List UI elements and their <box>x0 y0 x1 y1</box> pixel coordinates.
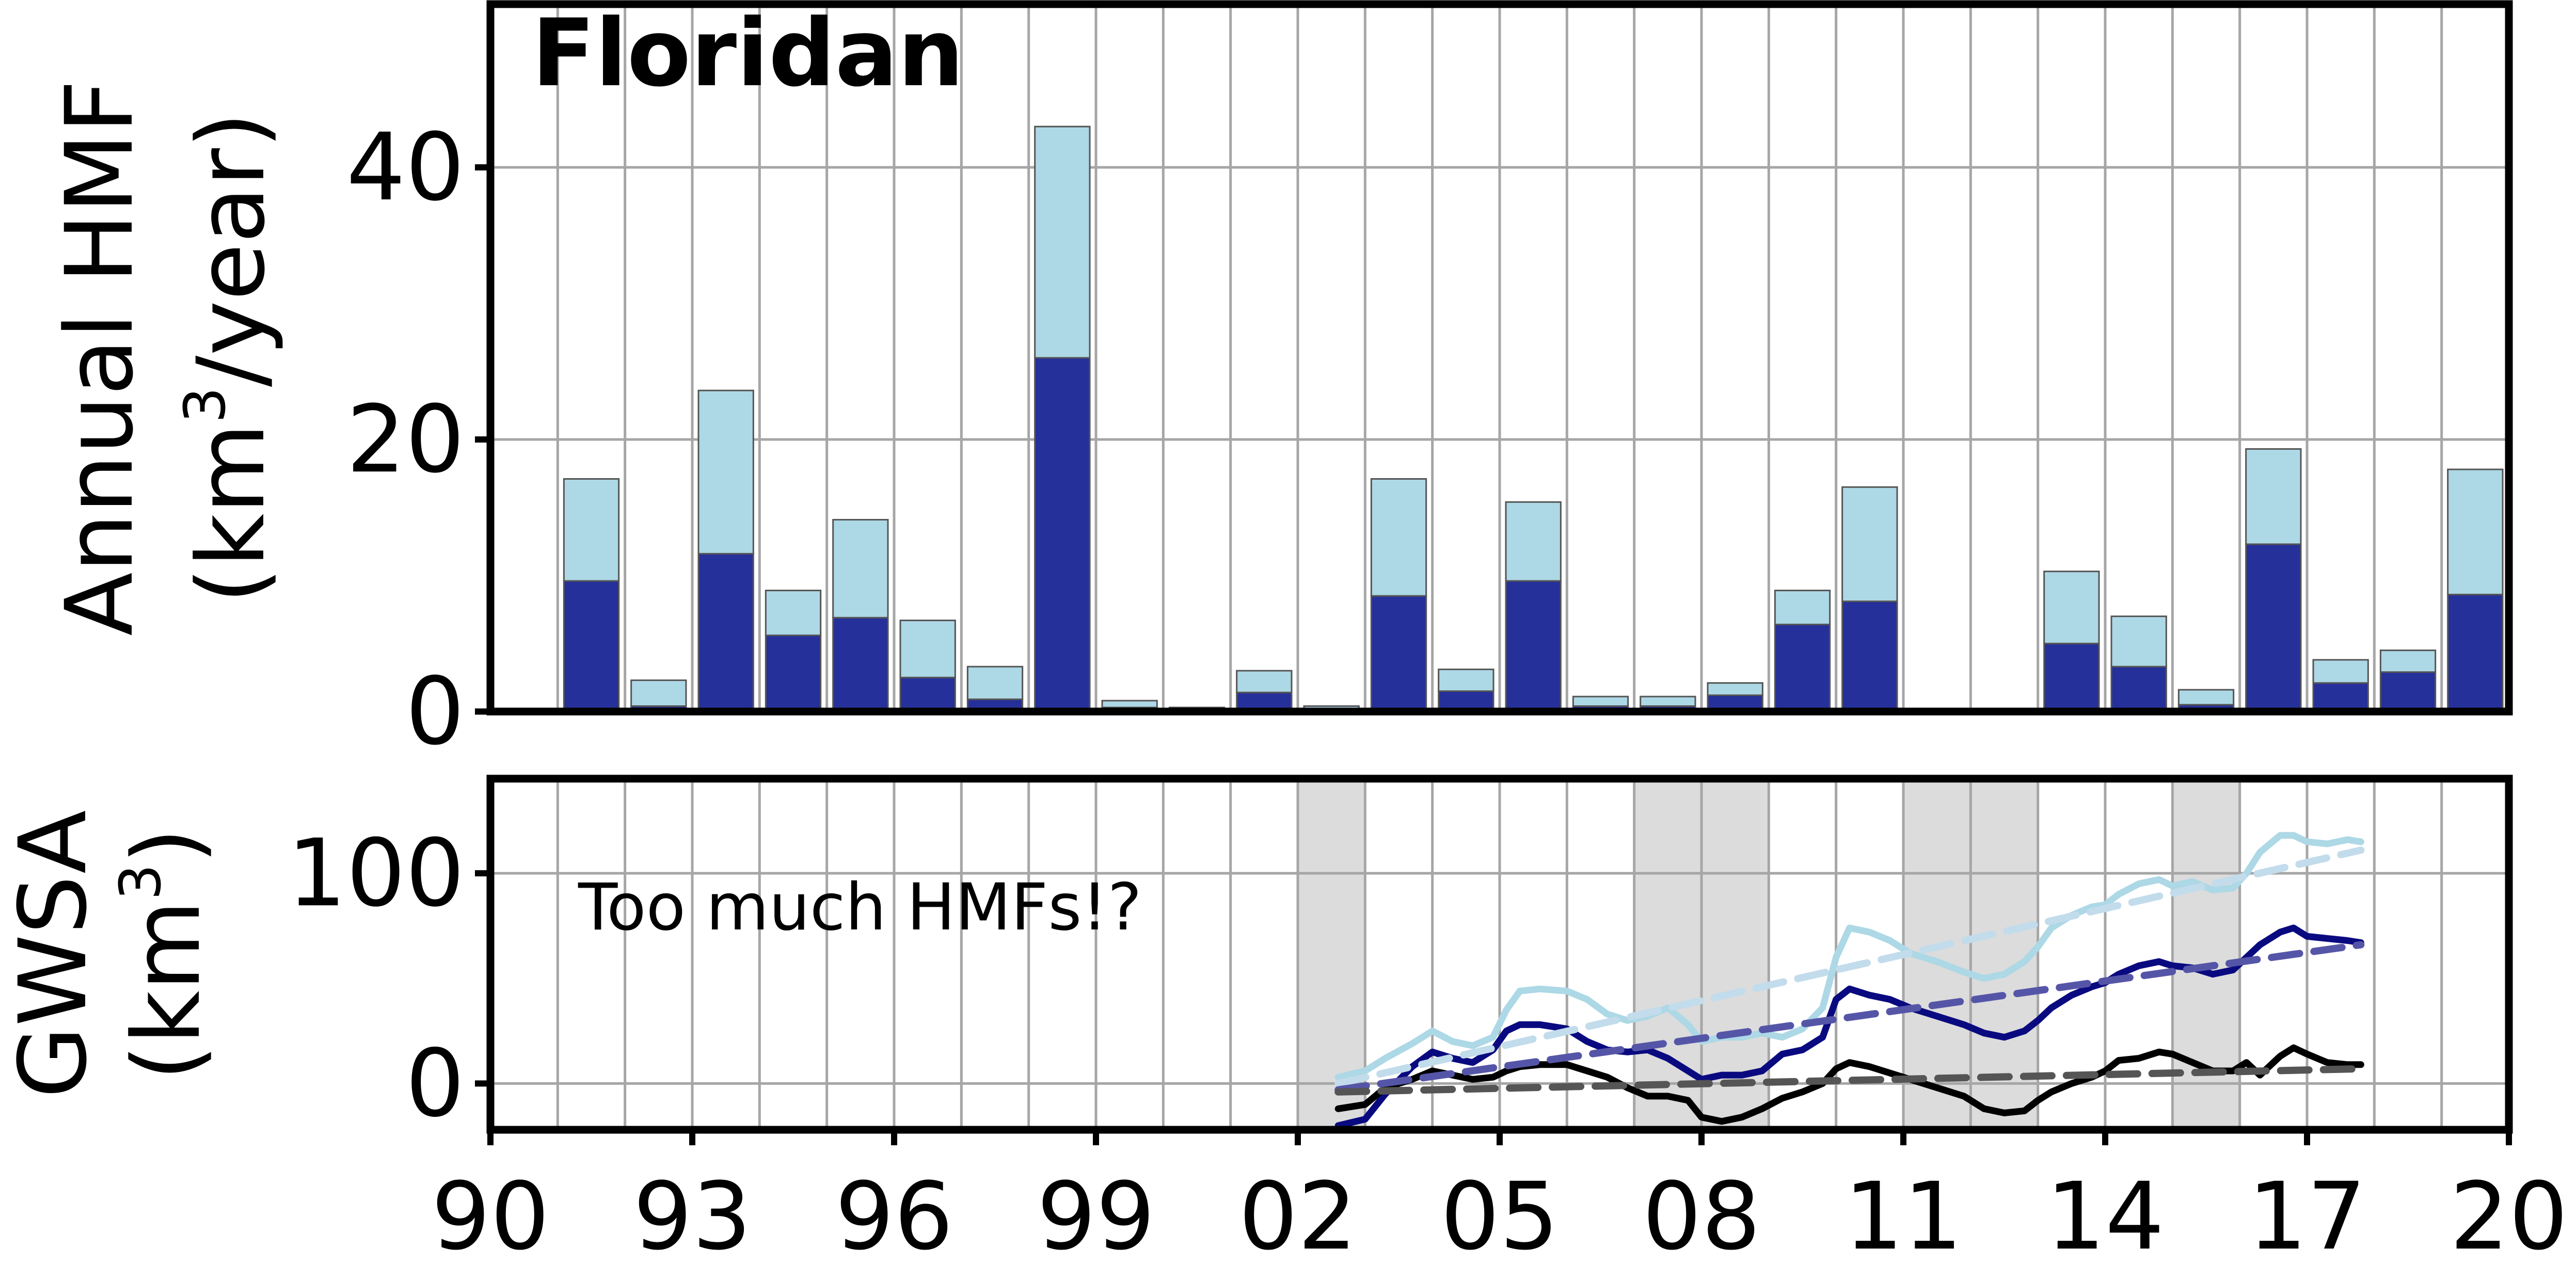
gwsa-y-tick-label: 0 <box>405 1030 465 1138</box>
hmf-bar-lower <box>1774 623 1831 713</box>
hmf-bar-upper <box>966 666 1024 700</box>
gwsa-x-tick-label: 17 <box>2248 1163 2366 1263</box>
hmf-bar-lower <box>899 676 956 713</box>
hmf-bar-upper <box>1707 682 1763 696</box>
hmf-bar-upper <box>2312 659 2369 684</box>
gwsa-series-line-1 <box>1334 924 2364 1129</box>
hmf-bar-upper <box>2177 689 2235 706</box>
gwsa-series-line-0 <box>1334 832 2364 1081</box>
hmf-bar-upper <box>2043 571 2100 644</box>
gwsa-x-tick-label: 93 <box>633 1163 751 1263</box>
gwsa-lines <box>1334 832 2365 1129</box>
hmf-bar-upper <box>765 590 822 636</box>
hmf-bar-lower <box>2245 543 2302 713</box>
hmf-y-axis-label-line2: (km3/year) <box>172 112 285 604</box>
hmf-bar-lower <box>765 634 822 713</box>
gwsa-y-axis-unit-exponent: 3 <box>107 864 173 900</box>
hmf-bar-lower <box>563 580 620 713</box>
gwsa-panel: 0 100 90 93 96 99 02 05 08 11 14 17 20 Too much HMF… <box>0 775 2568 1263</box>
gwsa-annotation: Too much HMFs!? <box>578 870 1142 945</box>
hmf-bar-upper <box>1370 478 1427 597</box>
hmf-y-tick-label: 20 <box>346 386 465 494</box>
gwsa-y-axis-label-line2: (km3) <box>107 828 221 1081</box>
hmf-bar-lower <box>2110 666 2167 713</box>
gwsa-trend-line-3 <box>1334 846 2365 1087</box>
gwsa-trend-line-5 <box>1334 1065 2365 1096</box>
hmf-bar-upper <box>1236 670 1293 693</box>
hmf-panel: 0 20 40 Floridan Annual HMF (km3/year) <box>46 0 2513 766</box>
hmf-y-tick-label: 0 <box>405 658 465 766</box>
hmf-plot-frame <box>486 0 2513 716</box>
hmf-bar-upper <box>899 619 956 678</box>
gwsa-y-ticks: 0 100 <box>287 819 490 1138</box>
hmf-bar-upper <box>1841 486 1898 603</box>
hmf-bar-upper <box>1774 590 1831 625</box>
hmf-bar-lower <box>1505 580 1562 713</box>
hmf-bar-upper <box>697 389 754 555</box>
gwsa-x-ticks: 90 93 96 99 02 05 08 11 14 17 20 <box>431 1130 2568 1263</box>
hmf-grid <box>490 4 2509 712</box>
hmf-bar-lower <box>2043 642 2100 713</box>
gwsa-shaded-period <box>2172 779 2240 1130</box>
gwsa-x-tick-label: 14 <box>2046 1163 2164 1263</box>
gwsa-trend-line-4 <box>1334 941 2365 1094</box>
gwsa-x-tick-label: 90 <box>431 1163 549 1263</box>
hmf-y-ticks: 0 20 40 <box>346 114 490 766</box>
hmf-y-axis-unit-prefix: (km <box>178 423 285 604</box>
gwsa-y-axis-unit-prefix: (km <box>113 900 221 1081</box>
hmf-bar-upper <box>1034 125 1091 359</box>
hmf-bar-upper <box>1640 696 1696 707</box>
gwsa-x-tick-label: 96 <box>835 1163 953 1263</box>
gwsa-x-tick-label: 02 <box>1238 1163 1357 1263</box>
gwsa-x-tick-label: 99 <box>1037 1163 1155 1263</box>
gwsa-x-tick-label: 08 <box>1642 1163 1760 1263</box>
hmf-bar-upper <box>630 679 687 707</box>
hmf-bar-upper <box>2110 615 2167 668</box>
gwsa-y-tick-label: 100 <box>287 819 465 927</box>
hmf-panel-title: Floridan <box>532 0 964 107</box>
hmf-bar-lower <box>1841 601 1898 713</box>
hmf-bar-upper <box>1505 501 1562 582</box>
hmf-bar-upper <box>1438 668 1494 692</box>
gwsa-y-axis-unit-suffix: ) <box>113 828 221 864</box>
hmf-bar-upper <box>563 478 620 582</box>
hmf-bar-upper <box>832 519 889 619</box>
gwsa-x-tick-label: 20 <box>2450 1163 2568 1263</box>
hmf-bar-upper <box>2245 448 2302 545</box>
gwsa-x-tick-label: 11 <box>1844 1163 1962 1263</box>
hmf-bars <box>563 125 2504 713</box>
gwsa-x-tick-label: 05 <box>1440 1163 1559 1263</box>
hmf-bar-lower <box>1034 357 1091 713</box>
hmf-y-axis-unit-exponent: 3 <box>172 387 238 423</box>
hmf-bar-lower <box>2312 682 2369 713</box>
hmf-bar-lower <box>1370 595 1427 713</box>
hmf-bar-lower <box>697 552 754 713</box>
hmf-bar-lower <box>832 617 889 713</box>
hmf-bar-upper <box>2447 468 2504 595</box>
gwsa-y-axis-label-line1: GWSA <box>0 810 107 1098</box>
hmf-y-axis-unit-suffix: /year) <box>178 112 285 387</box>
hmf-bar-upper <box>1572 696 1629 707</box>
hmf-y-tick-label: 40 <box>346 114 465 222</box>
hmf-bar-lower <box>2379 671 2437 713</box>
hmf-bar-lower <box>2447 593 2504 713</box>
hmf-bar-upper <box>1101 700 1158 708</box>
hmf-bar-upper <box>2379 649 2437 673</box>
hmf-y-axis-label-line1: Annual HMF <box>46 80 154 636</box>
